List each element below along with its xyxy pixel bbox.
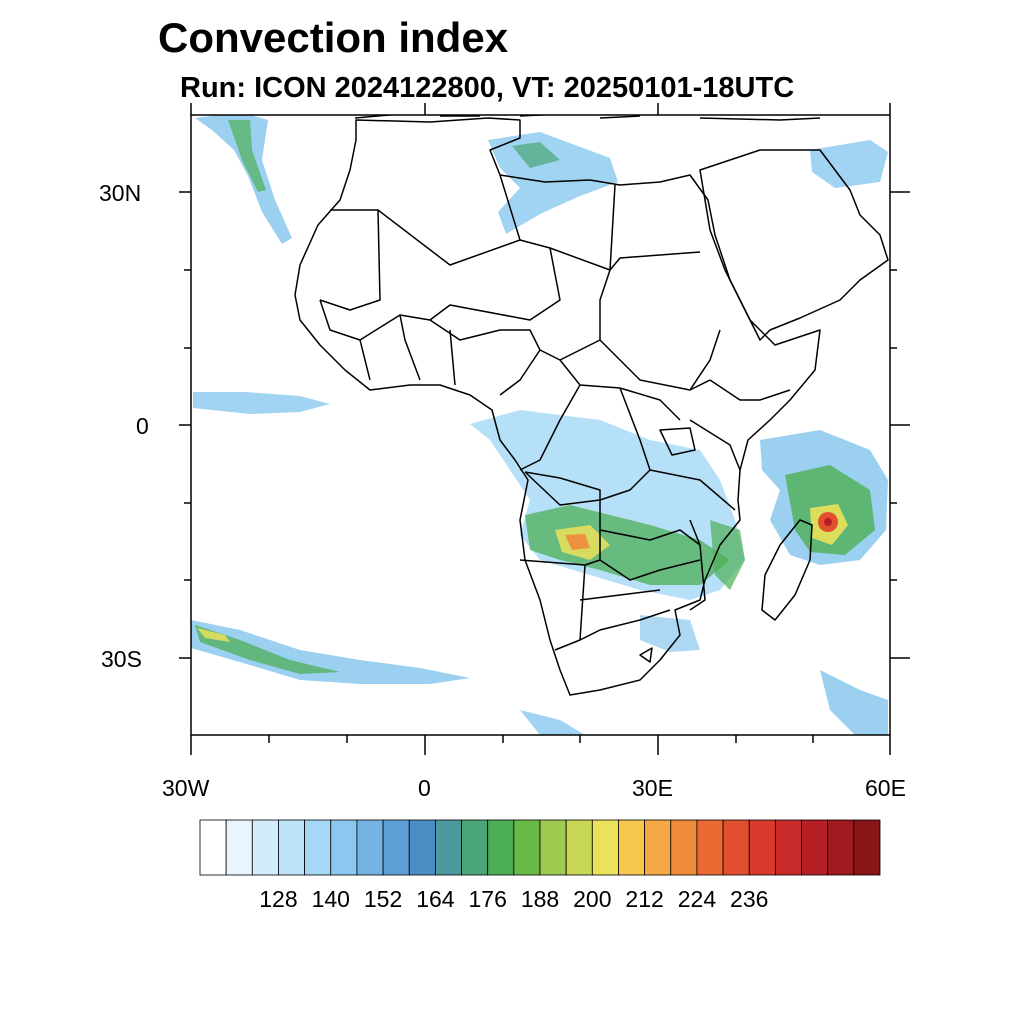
colorbar-label: 200 (573, 886, 612, 912)
colorbar-swatch (722, 819, 750, 876)
border-ethiopia (689, 329, 791, 401)
colorbar-swatch (774, 819, 802, 876)
band-equatorial-atlantic (193, 392, 330, 414)
colorbar-swatch (408, 819, 436, 876)
colorbar-swatch (356, 819, 384, 876)
colorbar-swatch (251, 819, 279, 876)
colorbar-swatch (644, 819, 672, 876)
colorbar-swatch (565, 819, 593, 876)
colorbar-label: 152 (363, 886, 403, 912)
coastlines-and-borders (294, 115, 889, 696)
lat-tick-30n: 30N (99, 180, 142, 206)
cells-natal (640, 615, 700, 652)
colorbar-label: 128 (259, 886, 298, 912)
colorbar-label: 176 (468, 886, 507, 912)
colorbar-swatch (434, 819, 462, 876)
colorbar-label: 212 (625, 886, 664, 912)
madagascar (761, 519, 813, 621)
band-southeast-indian (820, 670, 888, 735)
colorbar-swatch (304, 819, 332, 876)
lon-tick-30e: 30E (632, 775, 673, 801)
band-south-atlantic-core (195, 625, 340, 674)
border-west-africa (319, 299, 456, 386)
cells-mozambique (710, 520, 745, 590)
border-north-1 (319, 209, 381, 311)
cyclone-center (824, 518, 832, 526)
cells-mediterranean (488, 132, 618, 234)
colorbar-label: 224 (677, 886, 717, 912)
colorbar-swatch (513, 819, 541, 876)
africa-coastline (294, 117, 821, 696)
chart-title: Convection index (158, 14, 509, 61)
band-south-atlantic-peak (197, 628, 230, 642)
band-south-tip (520, 710, 585, 735)
cells-mediterranean-core (512, 142, 560, 168)
border-north-2 (377, 209, 561, 321)
colorbar-label: 164 (416, 886, 455, 912)
colorbar-swatch (853, 819, 881, 876)
border-mozambique (689, 519, 706, 611)
colorbar-swatch (670, 819, 698, 876)
lon-tick-30w: 30W (162, 775, 210, 801)
lon-tick-60e: 60E (865, 775, 906, 801)
border-sudan (539, 269, 711, 391)
border-sahel (429, 319, 541, 396)
cells-southern-africa-peak (565, 534, 590, 550)
lat-tick-0: 0 (136, 413, 149, 439)
colorbar (199, 819, 881, 876)
colorbar-label: 188 (520, 886, 560, 912)
band-north-atlantic-core (228, 120, 266, 192)
mediterranean-north-coast (354, 115, 821, 121)
colorbar-swatch (748, 819, 776, 876)
colorbar-label: 236 (730, 886, 769, 912)
colorbar-label: 140 (311, 886, 350, 912)
colorbar-swatch (696, 819, 724, 876)
border-south-africa (579, 609, 671, 663)
band-south-atlantic (191, 620, 470, 684)
colorbar-swatch (618, 819, 646, 876)
colorbar-swatch (278, 819, 306, 876)
colorbar-swatch (591, 819, 619, 876)
colorbar-swatch (487, 819, 515, 876)
border-central (524, 387, 651, 506)
lat-tick-30s: 30S (101, 646, 142, 672)
border-tanzania (649, 419, 741, 511)
colorbar-swatch (827, 819, 855, 876)
chart-subtitle: Run: ICON 2024122800, VT: 20250101-18UTC (180, 72, 795, 104)
border-angola (519, 471, 601, 566)
arabian-peninsula (699, 149, 889, 341)
colorbar-swatch (330, 819, 358, 876)
lon-tick-0: 0 (418, 775, 431, 801)
colorbar-swatch (539, 819, 567, 876)
colorbar-swatch (382, 819, 410, 876)
lake-victoria (659, 427, 696, 456)
colorbar-swatch (461, 819, 489, 876)
map-frame (179, 103, 910, 755)
convection-field (191, 115, 888, 735)
colorbar-swatch (199, 819, 227, 876)
cells-east-med (810, 140, 888, 188)
band-north-atlantic (195, 115, 292, 244)
colorbar-swatch (801, 819, 829, 876)
colorbar-swatch (225, 819, 253, 876)
border-zambia (599, 529, 701, 581)
